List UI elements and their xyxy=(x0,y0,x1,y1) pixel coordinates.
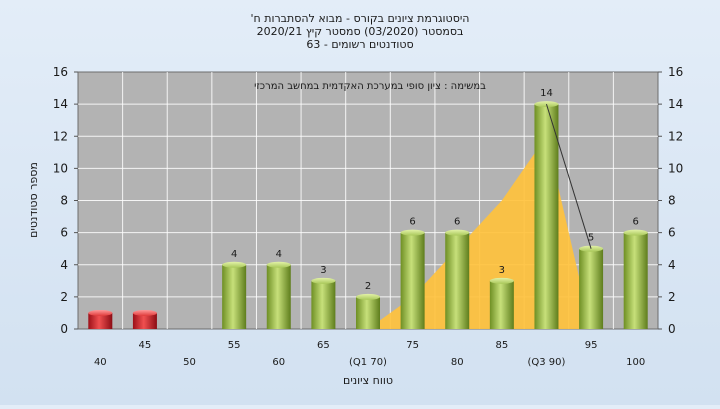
bar-95 xyxy=(579,245,604,329)
x-tick-label: 80 xyxy=(451,357,464,368)
value-label: 3 xyxy=(320,265,326,276)
bar-75 xyxy=(400,229,425,329)
value-label: 6 xyxy=(409,217,415,228)
y-tick-label: 14 xyxy=(668,97,683,111)
bar-body xyxy=(623,232,648,329)
value-labels: 4 4 3 2 6 6 3 14 5 6 xyxy=(231,88,639,292)
bar-65 xyxy=(311,277,336,329)
bars xyxy=(88,101,648,329)
value-label: 14 xyxy=(540,88,553,99)
bar-body xyxy=(489,280,514,329)
value-label: 6 xyxy=(633,217,639,228)
y-tick-label: 4 xyxy=(668,258,676,272)
bar-45 xyxy=(132,309,157,329)
bar-body xyxy=(579,248,604,329)
bar-40 xyxy=(88,309,113,329)
bar-body xyxy=(266,264,291,329)
y-tick-label: 14 xyxy=(53,97,68,111)
y-tick-label: 8 xyxy=(668,194,676,208)
y-tick-label: 16 xyxy=(53,65,68,79)
y-axis-right: 0 2 4 6 8 10 12 14 16 xyxy=(658,65,683,336)
y-tick-label: 2 xyxy=(60,290,68,304)
x-tick-label: 55 xyxy=(228,340,241,351)
y-tick-label: 10 xyxy=(668,161,683,175)
y-tick-label: 6 xyxy=(60,226,68,240)
bar-cap xyxy=(400,229,425,236)
x-tick-label: (Q3 90) xyxy=(527,357,565,368)
value-label: 3 xyxy=(499,265,505,276)
y-tick-label: 8 xyxy=(60,194,68,208)
title-line-1: 'היסטוגרמת ציונים בקורס - מבוא להסתברות … xyxy=(251,12,470,25)
y-tick-label: 6 xyxy=(668,226,676,240)
value-label: 2 xyxy=(365,281,371,292)
value-label: 5 xyxy=(588,233,594,244)
y-axis-label: מספר סטודנטים xyxy=(27,162,40,238)
bar-100 xyxy=(623,229,648,329)
x-tick-label: 45 xyxy=(139,340,152,351)
bar-60 xyxy=(266,261,291,329)
bar-body xyxy=(445,232,470,329)
title-line-2: בסמסטר (03/2020) סמסטר קיץ 2020/21 xyxy=(257,25,464,38)
bar-cap xyxy=(88,309,113,316)
bar-55 xyxy=(222,261,247,329)
chart-title: 'היסטוגרמת ציונים בקורס - מבוא להסתברות … xyxy=(251,12,470,51)
y-tick-label: 12 xyxy=(668,129,683,143)
x-tick-label: 95 xyxy=(585,340,598,351)
x-tick-label: 100 xyxy=(626,357,645,368)
x-tick-label: 40 xyxy=(94,357,107,368)
y-tick-label: 4 xyxy=(60,258,68,272)
y-tick-label: 10 xyxy=(53,161,68,175)
y-tick-label: 12 xyxy=(53,129,68,143)
x-tick-label: 60 xyxy=(272,357,285,368)
x-tick-label: 75 xyxy=(406,340,419,351)
y-tick-label: 0 xyxy=(60,322,68,336)
bar-cap xyxy=(266,261,291,268)
bar-body xyxy=(356,296,380,329)
bar-cap xyxy=(445,229,470,236)
bar-(Q1 70) xyxy=(356,293,380,329)
bar-80 xyxy=(445,229,470,329)
value-label: 4 xyxy=(231,249,237,260)
bar-cap xyxy=(623,229,648,236)
bar-body xyxy=(400,232,425,329)
y-tick-label: 2 xyxy=(668,290,676,304)
x-tick-label: (Q1 70) xyxy=(349,357,387,368)
trend-line xyxy=(545,103,592,249)
chart-annotation: במשימה : ציון סופי במערכת האקדמית במחשב … xyxy=(254,81,486,92)
bar-body xyxy=(222,264,247,329)
y-axis-left: 0 2 4 6 8 10 12 14 16 xyxy=(53,65,78,336)
bar-(Q3 90) xyxy=(534,101,559,329)
bar-cap xyxy=(222,261,247,268)
value-label: 4 xyxy=(276,249,282,260)
bar-body xyxy=(88,312,113,329)
x-axis: 40 45 50 55 60 65 (Q1 70) 75 80 85 (Q3 90) 95 100 xyxy=(94,340,645,368)
x-tick-label: 50 xyxy=(183,357,196,368)
bar-body xyxy=(132,312,157,329)
x-tick-label: 85 xyxy=(495,340,508,351)
title-line-3: סטודנטים רשומים - 63 xyxy=(306,38,413,51)
bar-cap xyxy=(489,277,514,284)
x-axis-label: טווח ציונים xyxy=(343,374,393,387)
bar-cap xyxy=(132,309,157,316)
y-tick-label: 0 xyxy=(668,322,676,336)
bar-cap xyxy=(356,293,380,300)
trend-segment xyxy=(545,103,592,249)
bar-cap xyxy=(311,277,336,284)
bar-body xyxy=(534,104,559,329)
y-tick-label: 16 xyxy=(668,65,683,79)
bar-body xyxy=(311,280,336,329)
bar-85 xyxy=(489,277,514,329)
x-tick-label: 65 xyxy=(317,340,330,351)
value-label: 6 xyxy=(454,217,460,228)
